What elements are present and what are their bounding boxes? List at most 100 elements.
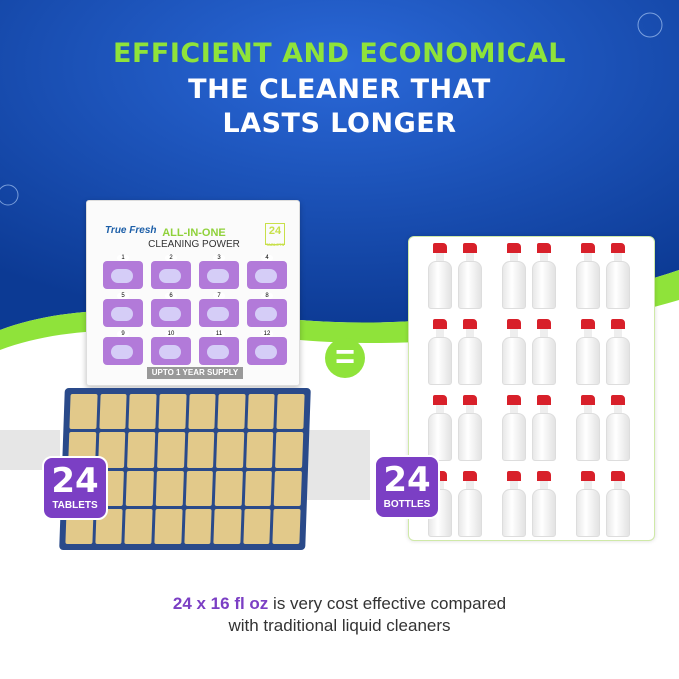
spray-bottle-icon <box>531 395 557 463</box>
tablet-cell: 7 <box>199 293 239 327</box>
headline-line-2: THE CLEANER THAT <box>188 74 491 105</box>
tablet-pack <box>99 394 127 430</box>
tablet-pack <box>186 432 215 468</box>
tablet-icon <box>255 269 277 283</box>
tablet-cell: 2 <box>151 255 191 289</box>
spray-bottle-icon <box>427 243 453 311</box>
tablet-icon <box>111 307 133 321</box>
supply-label: UPTO 1 YEAR SUPPLY <box>147 367 243 379</box>
tablet-icon <box>255 307 277 321</box>
spray-bottle-icon <box>531 319 557 387</box>
tablet-pack <box>272 508 301 544</box>
tablet-cell: 6 <box>151 293 191 327</box>
tablet-pack <box>275 432 304 468</box>
tablet-cell: 8 <box>247 293 287 327</box>
tablet-pack <box>69 394 98 430</box>
tablet-pack <box>156 432 185 468</box>
tablet-pack <box>216 432 245 468</box>
tablet-cell: 1 <box>103 255 143 289</box>
spray-bottle-icon <box>457 319 483 387</box>
footer-highlight: 24 x 16 fl oz <box>172 594 269 613</box>
tablet-pack <box>276 394 305 430</box>
tablet-cell: 4 <box>247 255 287 289</box>
tablet-icon <box>159 269 181 283</box>
spray-bottle-icon <box>575 395 601 463</box>
bottles-badge: 24 BOTTLES <box>374 455 440 519</box>
brand-logo: True Fresh <box>105 225 157 236</box>
spray-bottle-icon <box>605 243 631 311</box>
cell-number: 7 <box>213 293 225 299</box>
bottles-panel <box>408 236 655 541</box>
cell-number: 11 <box>213 331 225 337</box>
spray-bottle-icon <box>501 395 527 463</box>
equals-icon: = <box>325 338 365 378</box>
spray-bottle-icon <box>575 319 601 387</box>
box-count-label: TABLETS <box>266 242 285 247</box>
spray-bottle-icon <box>531 243 557 311</box>
spray-bottle-icon <box>575 471 601 539</box>
tablet-pack <box>154 508 183 544</box>
tablet-pack <box>124 508 153 544</box>
tablet-icon <box>111 345 133 359</box>
cell-number: 12 <box>261 331 273 337</box>
tablets-number: 24 <box>51 461 99 501</box>
tablets-badge: 24 TABLETS <box>42 456 108 520</box>
spray-bottle-icon <box>501 319 527 387</box>
tablet-icon <box>159 345 181 359</box>
footer-line-2: with traditional liquid cleaners <box>228 616 451 635</box>
spray-bottle-icon <box>605 395 631 463</box>
tablet-icon <box>159 307 181 321</box>
tablet-pack <box>187 394 216 430</box>
cell-number: 2 <box>165 255 177 261</box>
bottles-number: 24 <box>383 460 431 500</box>
tablet-pack <box>245 432 274 468</box>
tablet-pack <box>214 470 243 506</box>
tablet-cell: 10 <box>151 331 191 365</box>
box-title-2: CLEANING POWER <box>148 239 240 250</box>
headline-line-1: EFFICIENT AND ECONOMICAL <box>113 38 566 69</box>
tablet-icon <box>111 269 133 283</box>
spray-bottle-icon <box>501 243 527 311</box>
cell-number: 4 <box>261 255 273 261</box>
spray-bottle-icon <box>427 395 453 463</box>
footer-line-1-text: is very cost effective compared <box>268 594 507 613</box>
cell-number: 6 <box>165 293 177 299</box>
tablet-pack <box>213 508 242 544</box>
product-box-lid: True Fresh ALL-IN-ONE CLEANING POWER 24 T… <box>86 200 300 386</box>
footer-line-1: 24 x 16 fl oz is very cost effective com… <box>0 594 679 614</box>
tablet-pack <box>183 508 212 544</box>
cell-number: 10 <box>165 331 177 337</box>
spray-bottle-icon <box>605 471 631 539</box>
tablet-pack <box>127 432 156 468</box>
tablet-icon <box>207 269 229 283</box>
cell-number: 8 <box>261 293 273 299</box>
headline-line-3: LASTS LONGER <box>222 108 457 139</box>
tablet-pack <box>217 394 246 430</box>
tablet-icon <box>207 307 229 321</box>
tablet-pack <box>128 394 157 430</box>
tablet-cell: 9 <box>103 331 143 365</box>
cell-number: 9 <box>117 331 129 337</box>
cell-number: 1 <box>117 255 129 261</box>
spray-bottle-icon <box>427 319 453 387</box>
cell-number: 3 <box>213 255 225 261</box>
tablet-cell: 5 <box>103 293 143 327</box>
spray-bottle-icon <box>531 471 557 539</box>
cell-number: 5 <box>117 293 129 299</box>
spray-bottle-icon <box>457 471 483 539</box>
spray-bottle-icon <box>575 243 601 311</box>
spray-bottle-icon <box>605 319 631 387</box>
tablets-label: TABLETS <box>52 500 98 511</box>
box-count: 24 TABLETS <box>265 223 285 247</box>
tablet-cell: 11 <box>199 331 239 365</box>
tablet-pack <box>185 470 214 506</box>
spray-bottle-icon <box>457 243 483 311</box>
tablet-cell: 3 <box>199 255 239 289</box>
tablet-pack <box>155 470 184 506</box>
tablet-pack <box>244 470 273 506</box>
bottles-label: BOTTLES <box>383 499 431 510</box>
tablet-cell: 12 <box>247 331 287 365</box>
tablet-pack <box>158 394 187 430</box>
spray-bottle-icon <box>457 395 483 463</box>
box-title-1: ALL-IN-ONE <box>162 227 226 239</box>
